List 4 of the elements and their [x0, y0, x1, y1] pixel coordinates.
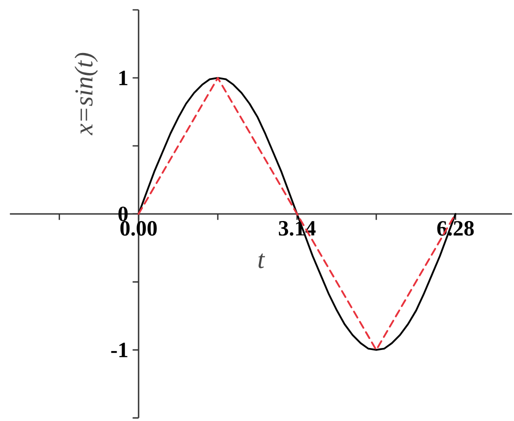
y-tick-label: 1: [119, 70, 128, 86]
x-axis-title: t: [258, 254, 266, 268]
y-axis-title: x=sin(t): [74, 52, 98, 136]
y-tick-label: -1: [111, 342, 128, 358]
